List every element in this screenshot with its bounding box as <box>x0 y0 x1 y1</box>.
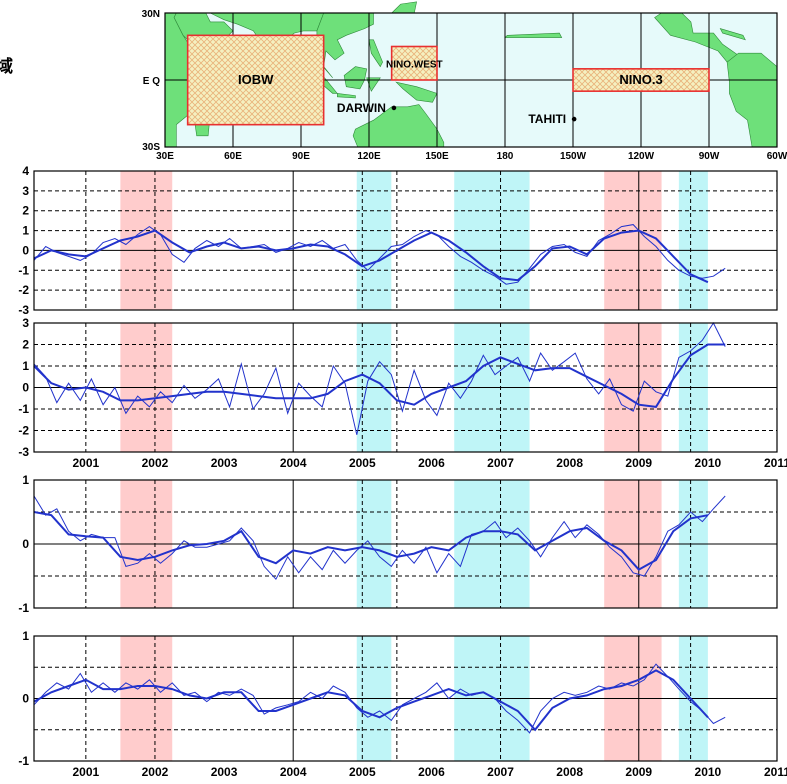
land-philippines <box>368 39 383 68</box>
x-tick-label: 2002 <box>142 456 169 470</box>
region-nino3-box <box>572 68 710 92</box>
lon-label: 150W <box>560 151 587 162</box>
y-tick-label: 1 <box>22 359 29 373</box>
land-new-guinea <box>395 81 438 103</box>
lon-label: 60W <box>767 151 787 162</box>
region-map: IOBW NINO.WEST NINO.3 DARWIN TAHITI 30N E Q 30S… <box>142 1 787 162</box>
tahiti-marker <box>571 116 577 122</box>
region-nino-west-label: NINO.WEST <box>386 59 443 70</box>
y-tick-label: -1 <box>18 754 29 768</box>
x-tick-label: 2001 <box>72 456 99 470</box>
y-tick-label: -3 <box>18 445 29 459</box>
y-tick-label: -2 <box>18 424 29 438</box>
land-australia <box>352 104 445 148</box>
y-tick-label: 3 <box>22 316 29 330</box>
x-tick-label: 2003 <box>211 765 238 779</box>
panel-2: 3 2 1 0 -1 -2 -3 2001 2002 2003 2004 2005 2006 2007 20… <box>18 316 787 470</box>
x-tick-label: 2005 <box>349 765 376 779</box>
la-nina-band <box>678 171 708 310</box>
lat-label: 30S <box>142 142 160 153</box>
land-japan <box>390 1 417 14</box>
y-tick-label: 2 <box>22 204 29 218</box>
panel-frame <box>33 479 778 609</box>
y-tick-label: -1 <box>18 402 29 416</box>
lon-label: 120E <box>357 151 381 162</box>
y-tick-label: -1 <box>18 601 29 615</box>
tahiti-label: TAHITI <box>528 112 566 126</box>
x-tick-label: 2011 <box>764 765 787 779</box>
panel-3: 1 0 -1 <box>18 473 778 615</box>
y-tick-label: 1 <box>22 473 29 487</box>
y-tick-label: -3 <box>18 303 29 317</box>
raw-series-line <box>33 224 726 285</box>
lon-label: 180 <box>497 151 514 162</box>
x-tick-label: 2002 <box>142 765 169 779</box>
y-tick-label: 0 <box>22 381 29 395</box>
map-frame <box>164 12 778 148</box>
smoothed-series-line <box>33 229 709 284</box>
land-java <box>337 93 356 99</box>
y-tick-label: 0 <box>22 243 29 257</box>
y-tick-label: 2 <box>22 338 29 352</box>
la-nina-band <box>356 171 392 310</box>
y-tick-label: 1 <box>22 224 29 238</box>
x-tick-label: 2010 <box>695 456 722 470</box>
panel-frame <box>33 635 778 762</box>
lat-label: 30N <box>142 9 160 20</box>
x-tick-label: 2011 <box>764 456 787 470</box>
raw-series-line <box>33 321 726 435</box>
x-tick-label: 2006 <box>418 765 445 779</box>
x-tick-label: 2010 <box>695 765 722 779</box>
x-tick-label: 2003 <box>211 456 238 470</box>
panel-frame <box>33 322 778 453</box>
x-tick-label: 2006 <box>418 456 445 470</box>
lon-label: 30E <box>156 151 174 162</box>
land-sulawesi <box>366 77 381 92</box>
y-tick-label: 4 <box>22 164 29 178</box>
y-tick-label: -1 <box>18 263 29 277</box>
smoothed-series-line <box>33 343 726 408</box>
lat-label: E Q <box>143 76 160 87</box>
x-tick-label: 2009 <box>625 765 652 779</box>
x-tick-label: 2004 <box>280 765 307 779</box>
lon-label: 60E <box>224 151 242 162</box>
smoothed-series-line <box>33 669 709 732</box>
darwin-label: DARWIN <box>337 101 386 115</box>
lon-label: 90E <box>292 151 310 162</box>
land-cuba <box>719 28 746 41</box>
x-tick-label: 2009 <box>625 456 652 470</box>
y-tick-label: -2 <box>18 283 29 297</box>
land-hawaii-dots <box>504 32 563 38</box>
raw-series-line <box>33 495 726 581</box>
panel-1: 4 3 2 1 0 -1 -2 -3 <box>18 164 778 317</box>
region-nino-west-box <box>390 45 438 81</box>
x-tick-label: 2007 <box>487 765 514 779</box>
lon-label: 120W <box>628 151 655 162</box>
la-nina-band <box>454 171 530 310</box>
darwin-marker <box>391 105 397 111</box>
x-tick-label: 2007 <box>487 456 514 470</box>
y-tick-label: 3 <box>22 184 29 198</box>
y-tick-label: 0 <box>22 692 29 706</box>
lon-label: 150E <box>425 151 449 162</box>
x-tick-label: 2008 <box>556 765 583 779</box>
x-tick-label: 2008 <box>556 456 583 470</box>
x-tick-label: 2004 <box>280 456 307 470</box>
el-nino-band <box>604 171 662 310</box>
x-tick-label: 2005 <box>349 456 376 470</box>
region-nino3-label: NINO.3 <box>619 72 662 87</box>
panel-4: 1 0 -1 2001 2002 2003 2004 2005 2006 2007 2008 2009… <box>18 629 787 779</box>
y-tick-label: 1 <box>22 629 29 643</box>
y-tick-label: 0 <box>22 537 29 551</box>
panel-frame <box>33 170 778 311</box>
lon-label: 90W <box>699 151 720 162</box>
side-glyph: 域 <box>0 57 13 77</box>
x-tick-label: 2001 <box>72 765 99 779</box>
smoothed-series-line <box>33 511 709 571</box>
region-iobw-box <box>186 34 325 126</box>
region-iobw-label: IOBW <box>238 72 274 87</box>
